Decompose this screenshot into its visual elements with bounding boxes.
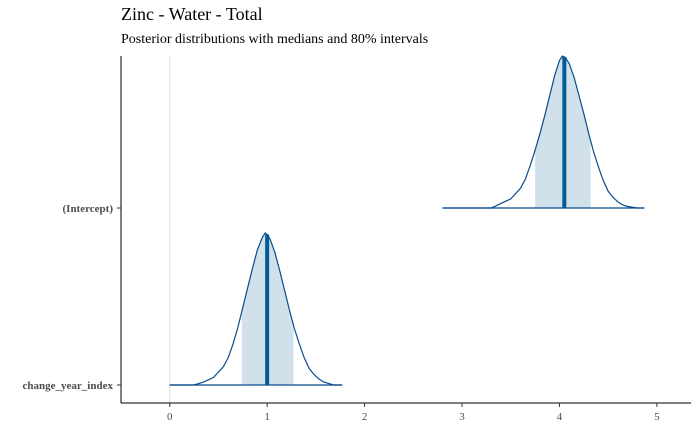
- x-tick-label: 5: [654, 411, 660, 423]
- x-tick-label: 0: [167, 411, 173, 423]
- ridge-intercept: [442, 55, 645, 209]
- ridge-change-year-index: [169, 232, 343, 386]
- density-curve: [442, 55, 645, 209]
- x-tick-label: 4: [557, 411, 563, 423]
- x-tick-label: 3: [459, 411, 465, 423]
- x-tick-label: 1: [264, 411, 270, 423]
- chart-subtitle: Posterior distributions with medians and…: [121, 32, 429, 47]
- y-tick-label: change_year_index: [23, 380, 114, 392]
- x-tick-label: 2: [362, 411, 368, 423]
- chart-title: Zinc - Water - Total: [121, 4, 263, 24]
- ridges-group: [169, 55, 645, 386]
- density-curve: [169, 232, 343, 386]
- y-tick-label: (Intercept): [63, 203, 114, 215]
- x-axis-ticks: 0 1 2 3 4 5: [167, 403, 660, 423]
- y-axis-ticks: (Intercept) change_year_index: [23, 203, 121, 392]
